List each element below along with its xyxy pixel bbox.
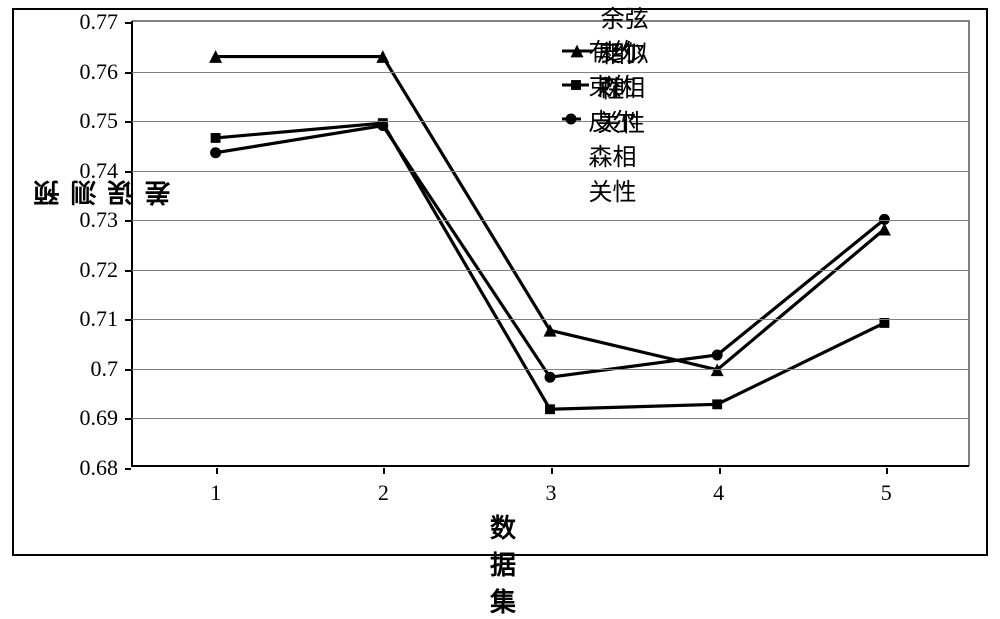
- y-tick-label: 0.75: [80, 108, 125, 134]
- y-tick-label: 0.69: [80, 405, 125, 431]
- x-tick-label: 2: [378, 476, 389, 506]
- y-tick: [125, 369, 131, 371]
- y-tick-label: 0.77: [80, 9, 125, 35]
- gridline: [132, 171, 968, 172]
- gridline: [132, 72, 968, 73]
- gridline: [132, 121, 968, 122]
- y-tick: [125, 468, 131, 470]
- series-marker: [210, 147, 221, 158]
- x-tick-label: 4: [713, 476, 724, 506]
- y-tick-label: 0.76: [80, 59, 125, 85]
- plot-area: 0.680.690.70.710.720.730.740.750.760.771…: [132, 20, 970, 466]
- series-marker: [712, 350, 723, 361]
- series-marker: [545, 404, 555, 414]
- legend-label: 有约束的皮尔森相关性: [589, 32, 658, 207]
- y-tick: [125, 171, 131, 173]
- legend-marker: [562, 107, 581, 131]
- y-tick-label: 0.71: [80, 306, 125, 332]
- x-tick: [383, 468, 385, 474]
- y-tick-label: 0.72: [80, 257, 125, 283]
- y-tick-label: 0.73: [80, 207, 125, 233]
- gridline: [132, 220, 968, 221]
- x-tick: [719, 468, 721, 474]
- x-tick-label: 3: [546, 476, 557, 506]
- legend-marker: [562, 73, 589, 97]
- series-layer: [132, 22, 968, 466]
- gridline: [132, 369, 968, 370]
- y-tick-label: 0.68: [80, 455, 125, 481]
- series-line: [216, 57, 885, 370]
- series-marker: [211, 133, 221, 143]
- y-tick: [125, 72, 131, 74]
- x-tick: [886, 468, 888, 474]
- legend-marker: [562, 39, 593, 63]
- gridline: [132, 418, 968, 419]
- series-line: [216, 126, 885, 378]
- y-axis-title: 预测误差: [30, 180, 178, 206]
- y-tick: [125, 22, 131, 24]
- y-tick: [125, 270, 131, 272]
- y-tick: [125, 220, 131, 222]
- legend: 余弦相似性皮尔森相关性有约束的皮尔森相关性: [562, 34, 658, 136]
- x-tick-label: 1: [210, 476, 221, 506]
- y-tick: [125, 319, 131, 321]
- series-marker: [712, 399, 722, 409]
- x-axis-title: 数据集: [490, 508, 516, 619]
- gridline: [132, 270, 968, 271]
- y-tick: [125, 418, 131, 420]
- x-tick: [216, 468, 218, 474]
- y-tick-label: 0.7: [91, 356, 125, 382]
- gridline: [132, 319, 968, 320]
- x-tick-label: 5: [881, 476, 892, 506]
- legend-item: 有约束的皮尔森相关性: [562, 102, 658, 136]
- series-marker: [545, 372, 556, 383]
- series-line: [216, 123, 885, 409]
- y-tick: [125, 121, 131, 123]
- x-tick: [551, 468, 553, 474]
